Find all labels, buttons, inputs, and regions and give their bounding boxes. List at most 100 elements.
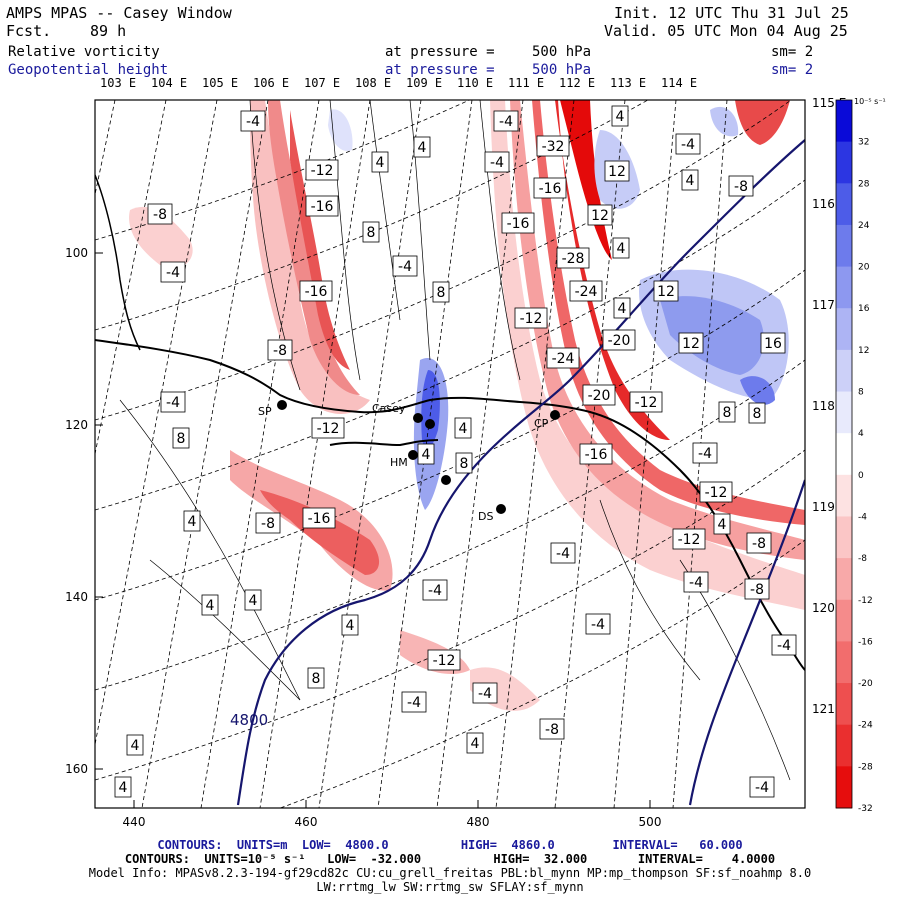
svg-text:-8: -8: [734, 179, 748, 195]
vorticity-value-label: -12: [629, 391, 663, 413]
svg-text:12: 12: [591, 208, 609, 224]
vorticity-value-label: -4: [401, 691, 427, 713]
svg-text:4: 4: [346, 618, 355, 634]
colorbar-tick-label: 12: [858, 346, 869, 356]
vorticity-value-label: -4: [585, 613, 611, 635]
vorticity-value-label: 4: [244, 589, 262, 611]
footer-vorticity-contours: CONTOURS: UNITS=10⁻⁵ s⁻¹ LOW= -32.000 HI…: [124, 852, 776, 866]
station-ds-dot[interactable]: [496, 504, 506, 514]
svg-text:4: 4: [686, 173, 695, 189]
svg-text:-8: -8: [153, 207, 167, 223]
vorticity-value-label: -12: [699, 481, 733, 503]
station-cp-dot[interactable]: [550, 410, 560, 420]
svg-text:-12: -12: [317, 421, 340, 437]
svg-text:12: 12: [608, 164, 626, 180]
lon-label-top: 113 E: [610, 76, 647, 90]
station-3-dot[interactable]: [441, 475, 451, 485]
station-cp-label: CP: [534, 417, 549, 430]
svg-text:-4: -4: [428, 583, 442, 599]
svg-text:-16: -16: [507, 216, 530, 232]
colorbar-tick-label: 8: [858, 388, 864, 398]
vorticity-value-label: 4: [417, 443, 435, 465]
vorticity-value-label: 8: [307, 667, 325, 689]
svg-text:-12: -12: [433, 653, 456, 669]
svg-text:8: 8: [723, 405, 732, 421]
colorbar-swatch: [836, 683, 852, 726]
svg-text:-4: -4: [407, 695, 421, 711]
x-tick-label: 460: [295, 815, 318, 829]
footer-height-contours: CONTOURS: UNITS=m LOW= 4800.0 HIGH= 4860…: [157, 838, 743, 852]
vorticity-value-label: -4: [675, 133, 701, 155]
colorbar-swatch: [836, 349, 852, 393]
vorticity-value-label: -16: [579, 443, 613, 465]
vorticity-value-label: 4: [454, 417, 472, 439]
svg-text:4: 4: [249, 593, 258, 609]
lon-label-top: 107 E: [304, 76, 341, 90]
svg-text:16: 16: [764, 336, 782, 352]
svg-text:4: 4: [188, 514, 197, 530]
field2-pressure-label: at pressure =: [385, 62, 495, 78]
svg-text:4: 4: [459, 421, 468, 437]
svg-text:8: 8: [312, 671, 321, 687]
x-tick-label: 440: [123, 815, 146, 829]
svg-text:-12: -12: [520, 311, 543, 327]
vorticity-value-label: 4: [466, 732, 484, 754]
vorticity-value-label: -20: [602, 329, 636, 351]
svg-text:4: 4: [616, 109, 625, 125]
svg-text:-4: -4: [698, 446, 712, 462]
vorticity-value-label: 8: [432, 281, 450, 303]
colorbar-swatch: [836, 224, 852, 268]
station-sp-dot[interactable]: [277, 400, 287, 410]
svg-text:-4: -4: [246, 114, 260, 130]
colorbar-tick-label: -8: [858, 554, 867, 564]
svg-text:8: 8: [460, 456, 469, 472]
coastline-casey: [329, 439, 439, 447]
vorticity-value-label: 8: [748, 402, 766, 424]
station-casey2-dot[interactable]: [425, 419, 435, 429]
vorticity-value-label: -8: [267, 339, 293, 361]
svg-text:8: 8: [177, 431, 186, 447]
colorbar-tick-label: 24: [858, 221, 870, 231]
svg-text:-4: -4: [681, 137, 695, 153]
lon-label-top: 104 E: [151, 76, 188, 90]
y-tick-label: 100: [65, 246, 88, 260]
vorticity-value-label: -8: [744, 578, 770, 600]
vorticity-value-label: -24: [546, 347, 580, 369]
colorbar: 32 28 24 20 16 12 8 4 0 -4 -8 -12 -16 -20 -24 -28 -32 10⁻…: [835, 97, 886, 814]
vorticity-value-label: 4: [114, 776, 132, 798]
vorticity-value-label: 12: [653, 280, 679, 302]
colorbar-tick-label: -20: [858, 679, 873, 689]
colorbar-swatch: [836, 516, 852, 559]
vorticity-value-label: -12: [514, 307, 548, 329]
svg-text:4: 4: [131, 738, 140, 754]
svg-text:8: 8: [753, 406, 762, 422]
colorbar-swatch: [836, 641, 852, 684]
svg-text:-12: -12: [311, 163, 334, 179]
station-casey-label: Casey: [372, 402, 406, 415]
y-tick-label: 120: [65, 418, 88, 432]
vorticity-value-label: -4: [484, 151, 510, 173]
colorbar-swatch: [836, 766, 852, 809]
svg-text:4: 4: [418, 140, 427, 156]
vorticity-value-label: -4: [493, 110, 519, 132]
svg-text:-16: -16: [308, 511, 331, 527]
vorticity-value-label: 4: [612, 237, 630, 259]
lon-label-top: 110 E: [457, 76, 494, 90]
station-hm-dot[interactable]: [408, 450, 418, 460]
y-tick-label: 140: [65, 590, 88, 604]
vorticity-value-label: 8: [172, 427, 190, 449]
station-casey-dot[interactable]: [413, 413, 423, 423]
field1-name: Relative vorticity: [8, 44, 160, 60]
footer-model-info-2: LW:rrtmg_lw SW:rrtmg_sw SFLAY:sf_mynn: [316, 880, 584, 894]
vorticity-value-label: -8: [539, 718, 565, 740]
svg-text:-12: -12: [705, 485, 728, 501]
svg-text:-24: -24: [575, 284, 598, 300]
vorticity-value-label: 12: [587, 204, 613, 226]
field1-pressure-label: at pressure =: [385, 44, 495, 60]
svg-text:-8: -8: [261, 516, 275, 532]
svg-text:-4: -4: [777, 638, 791, 654]
vorticity-value-label: 4: [613, 297, 631, 319]
map-title: AMPS MPAS -- Casey Window: [6, 4, 232, 22]
vorticity-value-label: -4: [422, 579, 448, 601]
vorticity-value-label: -16: [501, 212, 535, 234]
